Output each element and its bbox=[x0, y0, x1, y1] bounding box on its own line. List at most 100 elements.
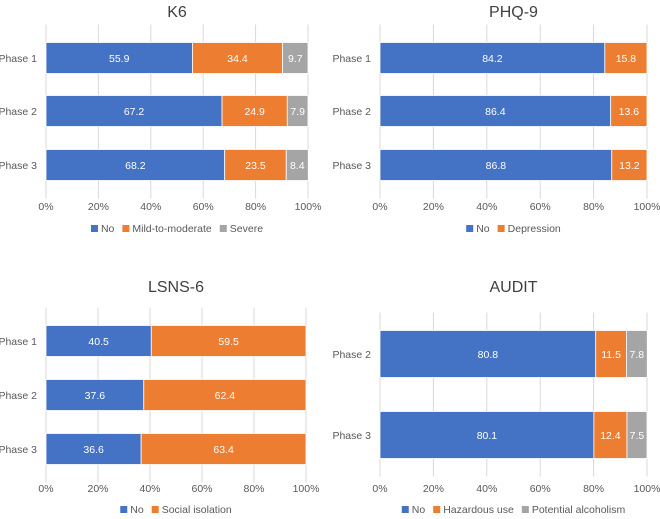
legend-swatch bbox=[122, 225, 130, 232]
tick-label: 40% bbox=[476, 483, 497, 495]
tick-label: 60% bbox=[530, 483, 551, 495]
data-label: 84.2 bbox=[482, 53, 503, 65]
legend-swatch bbox=[151, 506, 159, 513]
legend-label: Social isolation bbox=[162, 504, 232, 516]
chart-title: AUDIT bbox=[490, 279, 538, 296]
data-label: 80.1 bbox=[477, 430, 498, 442]
data-label: 15.8 bbox=[616, 53, 637, 65]
legend-label: Potential alcoholism bbox=[532, 504, 626, 516]
tick-label: 60% bbox=[193, 201, 214, 213]
tick-label: 60% bbox=[530, 201, 551, 213]
legend: No Hazardous use Potential alcoholism bbox=[401, 504, 626, 516]
data-label: 68.2 bbox=[125, 160, 146, 172]
legend-label: Severe bbox=[230, 223, 263, 235]
legend-item-severe: Severe bbox=[219, 223, 263, 235]
legend-item-no: No bbox=[466, 223, 490, 235]
tick-label: 100% bbox=[295, 201, 322, 213]
bar-mild-to-moderate bbox=[224, 149, 287, 181]
bar-potential-alcoholism bbox=[626, 330, 648, 378]
data-label: 34.4 bbox=[227, 53, 248, 65]
legend-swatch bbox=[466, 225, 474, 232]
legend-swatch bbox=[433, 506, 441, 513]
legend-swatch bbox=[497, 225, 505, 232]
tick-label: 100% bbox=[634, 483, 660, 495]
bar-social-isolation bbox=[143, 379, 307, 411]
data-label: 11.5 bbox=[601, 349, 621, 361]
bar-severe bbox=[285, 149, 309, 181]
category-label: Phase 3 bbox=[0, 160, 37, 172]
tick-label: 40% bbox=[476, 201, 497, 213]
category-label: Phase 2 bbox=[332, 349, 371, 361]
data-label: 80.8 bbox=[478, 349, 499, 361]
bar-depression bbox=[610, 95, 648, 127]
tick-label: 40% bbox=[139, 483, 160, 495]
tick-label: 60% bbox=[191, 483, 212, 495]
data-label: 40.5 bbox=[88, 336, 109, 348]
bar-no bbox=[379, 95, 612, 127]
bar-hazardous-use bbox=[593, 411, 628, 459]
tick-label: 100% bbox=[634, 201, 660, 213]
bar-no bbox=[379, 149, 613, 181]
legend-swatch bbox=[219, 225, 227, 232]
tick-label: 20% bbox=[423, 483, 444, 495]
legend-swatch bbox=[90, 225, 98, 232]
legend-swatch bbox=[120, 506, 128, 513]
bar-severe bbox=[282, 42, 309, 74]
category-label: Phase 3 bbox=[332, 160, 371, 172]
legend-label: No bbox=[412, 504, 426, 516]
legend-item-no: No bbox=[120, 504, 144, 516]
bar-severe bbox=[286, 95, 309, 127]
legend: No Depression bbox=[466, 223, 561, 235]
bar-potential-alcoholism bbox=[626, 411, 648, 459]
data-label: 9.7 bbox=[288, 53, 303, 65]
data-label: 86.4 bbox=[485, 106, 506, 118]
data-label: 37.6 bbox=[85, 390, 106, 402]
tick-label: 0% bbox=[372, 483, 387, 495]
legend-item-no: No bbox=[401, 504, 426, 516]
legend-swatch bbox=[401, 506, 409, 513]
bar-no bbox=[45, 325, 152, 357]
bar-no bbox=[45, 433, 142, 465]
data-label: 7.8 bbox=[630, 349, 645, 361]
data-label: 23.5 bbox=[245, 160, 266, 172]
data-label: 36.6 bbox=[83, 444, 104, 456]
chart-phq-9: PHQ-9 Phase 1 84.2 15.8 Phase 2 86.4 13.6 Phase… bbox=[332, 4, 660, 235]
data-label: 8.4 bbox=[290, 160, 305, 172]
data-label: 59.5 bbox=[218, 336, 239, 348]
tick-label: 20% bbox=[87, 483, 108, 495]
tick-label: 80% bbox=[243, 483, 264, 495]
legend-item-depression: Depression bbox=[497, 223, 561, 235]
category-label: Phase 1 bbox=[0, 53, 37, 65]
category-label: Phase 3 bbox=[0, 444, 37, 456]
legend-item-no: No bbox=[90, 223, 115, 235]
tick-label: 20% bbox=[88, 201, 109, 213]
bar-no bbox=[45, 42, 193, 74]
category-label: Phase 1 bbox=[332, 53, 371, 65]
data-label: 86.8 bbox=[486, 160, 507, 172]
tick-label: 100% bbox=[293, 483, 320, 495]
chart-title: PHQ-9 bbox=[489, 4, 538, 21]
tick-label: 0% bbox=[38, 201, 53, 213]
data-label: 13.6 bbox=[619, 106, 640, 118]
legend-label: Mild-to-moderate bbox=[132, 223, 212, 235]
bar-no bbox=[379, 411, 595, 459]
chart-title: K6 bbox=[167, 4, 187, 21]
bar-no bbox=[45, 95, 223, 127]
data-label: 62.4 bbox=[215, 390, 236, 402]
legend: No Mild-to-moderate Severe bbox=[90, 223, 263, 235]
category-label: Phase 1 bbox=[0, 336, 37, 348]
data-label: 12.4 bbox=[600, 430, 621, 442]
legend-label: No bbox=[130, 504, 144, 516]
data-label: 55.9 bbox=[109, 53, 130, 65]
legend-item-mild-to-moderate: Mild-to-moderate bbox=[122, 223, 212, 235]
chart-lsns-6: LSNS-6 Phase 1 40.5 59.5 Phase 2 37.6 62.4 Phas… bbox=[0, 279, 319, 516]
chart-k6: K6 Phase 1 55.9 34.4 9.7 Phase 2 67.2 24.9 7.9 Ph… bbox=[0, 4, 321, 235]
tick-label: 80% bbox=[583, 201, 604, 213]
bar-hazardous-use bbox=[595, 330, 627, 378]
category-label: Phase 2 bbox=[0, 106, 37, 118]
legend-item-social-isolation: Social isolation bbox=[151, 504, 232, 516]
bar-no bbox=[45, 149, 226, 181]
chart-audit: AUDIT Phase 2 80.8 11.5 7.8 Phase 3 80.1 12.4 7.… bbox=[332, 279, 660, 516]
tick-label: 80% bbox=[245, 201, 266, 213]
